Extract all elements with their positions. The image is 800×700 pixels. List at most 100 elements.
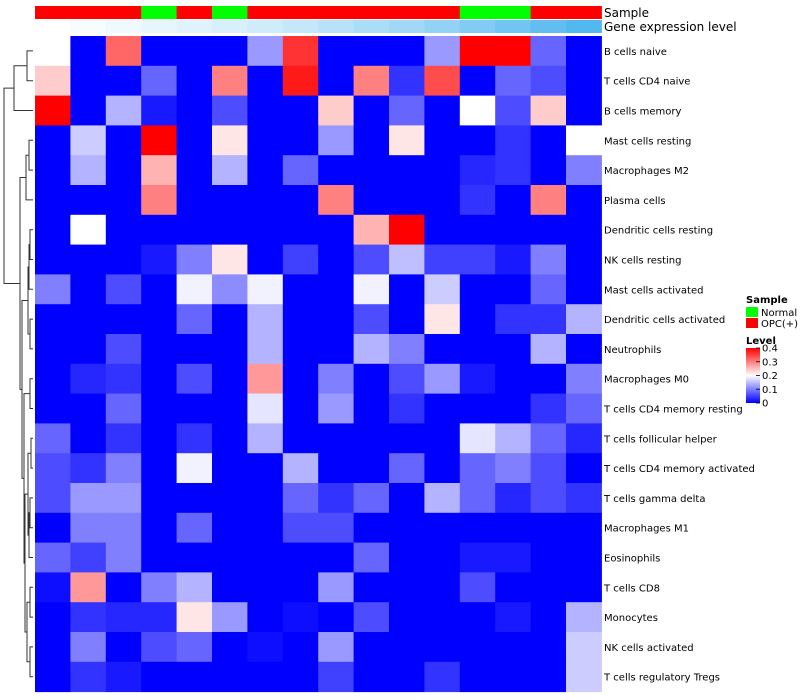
heatmap-cell: [530, 65, 567, 97]
heatmap-cell: [176, 185, 213, 216]
heatmap-cell: [530, 155, 567, 186]
heatmap-cell: [459, 363, 496, 395]
heatmap-cell: [247, 363, 284, 395]
heatmap-cell: [176, 125, 213, 156]
heatmap-cell: [247, 274, 284, 305]
heatmap-cell: [35, 214, 71, 246]
dendrogram-branch: [26, 50, 33, 82]
heatmap-cell: [389, 602, 425, 633]
heatmap-cell: [389, 483, 425, 514]
heatmap-cell: [389, 334, 425, 365]
heatmap-cell: [530, 304, 567, 335]
heatmap-cell: [459, 542, 496, 573]
heatmap-cell: [318, 602, 355, 633]
heatmap-cell: [566, 65, 602, 97]
heatmap-cell: [389, 453, 425, 484]
heatmap-cell: [424, 36, 461, 67]
heatmap-cell: [389, 244, 425, 275]
heatmap-cell: [389, 363, 425, 395]
heatmap-cell: [318, 274, 355, 305]
heatmap-cell: [530, 661, 567, 693]
heatmap-cell: [70, 363, 107, 395]
heatmap-cell: [282, 334, 319, 365]
heatmap-cell: [70, 483, 107, 514]
heatmap-cell: [212, 65, 248, 97]
heatmap-cell: [353, 512, 390, 544]
sample-legend-label: OPC(+): [761, 319, 798, 330]
heatmap-cell: [70, 393, 107, 424]
heatmap-cell: [105, 334, 142, 365]
heatmap-cell: [176, 304, 213, 335]
heatmap-cell: [141, 661, 178, 693]
heatmap-cell: [212, 334, 248, 365]
heatmap-cell: [389, 632, 425, 663]
heatmap-cell: [424, 483, 461, 514]
heatmap-cell: [424, 185, 461, 216]
dendrogram-branch: [29, 497, 33, 529]
heatmap-cell: [459, 661, 496, 693]
heatmap-cell: [176, 661, 213, 693]
sample-annotation-cell: [141, 6, 178, 19]
heatmap-cell: [70, 334, 107, 365]
heatmap-cell: [389, 542, 425, 573]
heatmap-cell: [353, 483, 390, 514]
heatmap-cell: [353, 36, 390, 67]
dendrogram-branch: [29, 318, 33, 350]
heatmap-cell: [35, 36, 71, 67]
heatmap-cell: [353, 304, 390, 335]
heatmap-cell: [282, 125, 319, 156]
heatmap-cell: [566, 125, 602, 156]
heatmap-cell: [70, 304, 107, 335]
heatmap-cell: [318, 423, 355, 454]
sample-legend-swatch: [746, 318, 758, 328]
heatmap-cell: [495, 65, 532, 97]
heatmap-cell: [459, 304, 496, 335]
heatmap-cell: [318, 661, 355, 693]
heatmap-cell: [495, 304, 532, 335]
heatmap-cell: [495, 36, 532, 67]
heatmap-cell: [318, 95, 355, 126]
heatmap-cell: [353, 363, 390, 395]
heatmap-cell: [176, 244, 213, 275]
heatmap-cell: [105, 155, 142, 186]
heatmap-cell: [105, 512, 142, 544]
heatmap-cell: [212, 632, 248, 663]
heatmap-cell: [70, 542, 107, 573]
heatmap-cell: [35, 155, 71, 186]
heatmap-cell: [495, 483, 532, 514]
heatmap-cell: [530, 393, 567, 424]
heatmap-cell: [530, 185, 567, 216]
heatmap-cell: [35, 185, 71, 216]
heatmap-cell: [141, 214, 178, 246]
heatmap-cell: [35, 244, 71, 275]
level-tick-label: 0: [762, 399, 768, 410]
heatmap-cell: [176, 36, 213, 67]
heatmap-cell: [566, 602, 602, 633]
heatmap-cell: [247, 36, 284, 67]
heatmap-cell: [566, 453, 602, 484]
heatmap-cell: [495, 423, 532, 454]
heatmap-cell: [176, 542, 213, 573]
heatmap-cell: [389, 185, 425, 216]
heatmap-cell: [212, 542, 248, 573]
heatmap-cell: [424, 512, 461, 544]
heatmap-cell: [459, 36, 496, 67]
heatmap-cell: [530, 512, 567, 544]
heatmap-cell: [176, 453, 213, 484]
dendrogram-branch: [30, 437, 33, 469]
heatmap-cell: [424, 244, 461, 275]
expression-annotation-cell: [212, 20, 248, 33]
row-label: Mast cells activated: [604, 285, 703, 296]
dendrogram-branch: [29, 378, 33, 409]
heatmap-cell: [35, 334, 71, 365]
row-label: Mast cells resting: [604, 136, 691, 147]
row-label: T cells CD4 naive: [603, 77, 690, 88]
heatmap-cell: [176, 423, 213, 454]
sample-annotation-cell: [70, 6, 107, 19]
heatmap-cell: [566, 155, 602, 186]
heatmap-cell: [212, 363, 248, 395]
heatmap-cell: [459, 244, 496, 275]
heatmap-cell: [566, 512, 602, 544]
heatmap-cell: [389, 36, 425, 67]
